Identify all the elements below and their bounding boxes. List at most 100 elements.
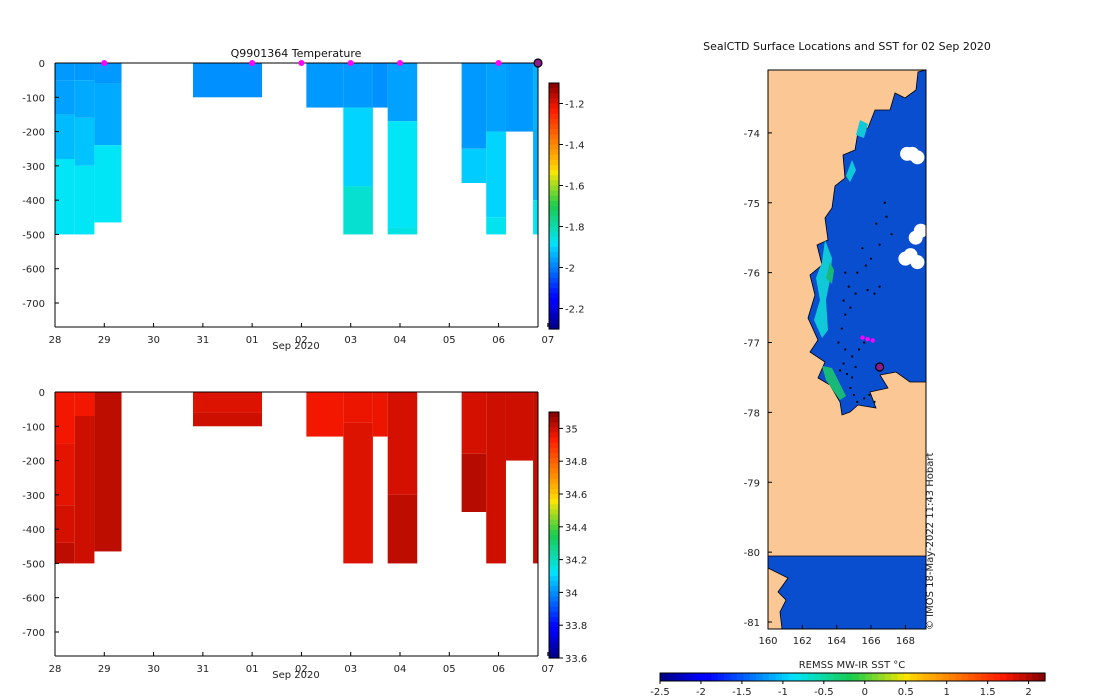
salinity-colorbar-frame — [548, 411, 560, 659]
salinity-colorbar-tick-label: 34.6 — [565, 490, 587, 501]
sst-colorbar-segment — [987, 673, 995, 681]
temperature-colorbar-segment — [549, 288, 559, 294]
map-lat-tick-label: -81 — [744, 618, 760, 629]
temperature-colorbar-segment — [549, 88, 559, 94]
track-point — [844, 348, 847, 351]
temperature-y-tick-label: 0 — [39, 59, 45, 70]
sst-colorbar-segment — [1025, 673, 1033, 681]
temperature-colorbar-segment — [549, 226, 559, 233]
salinity-y-tick-label: -300 — [22, 491, 45, 502]
temperature-colorbar-segment — [549, 262, 559, 269]
temperature-colorbar-segment — [549, 195, 559, 202]
temperature-colorbar-segment — [549, 165, 559, 171]
temperature-cell — [533, 63, 538, 201]
track-point — [854, 292, 857, 295]
salinity-colorbar-segment — [549, 555, 559, 562]
temperature-colorbar-segment — [549, 277, 559, 284]
temperature-colorbar: -1.2 -1.4 -1.6 -1.8 -2 -2.2 — [548, 82, 585, 330]
temperature-profile-marker — [101, 60, 108, 66]
southern-ocean-strip — [768, 555, 926, 629]
salinity-colorbar-segment — [549, 412, 559, 418]
sst-colorbar-segment — [916, 673, 924, 681]
temperature-colorbar-segment — [549, 252, 559, 258]
track-point — [868, 393, 871, 397]
salinity-y-tick-label: -700 — [22, 628, 45, 639]
track-point — [842, 299, 845, 302]
salinity-cell — [55, 392, 75, 444]
map-watermark: © IMOS 18-May-2022 11:43 Hobart — [925, 453, 936, 630]
temperature-x-tick-label: 28 — [49, 335, 62, 346]
temperature-cell — [94, 83, 122, 146]
salinity-colorbar-segment — [549, 422, 559, 428]
temperature-colorbar-segment — [549, 206, 559, 212]
sst-colorbar-segment — [769, 673, 777, 681]
sst-colorbar-tick-label: -1.5 — [732, 687, 752, 698]
sst-colorbar-segment — [660, 673, 668, 681]
salinity-colorbar-segment — [549, 632, 559, 639]
salinity-cell — [461, 453, 487, 512]
sst-colorbar-segment — [910, 673, 918, 681]
temperature-colorbar-segment — [549, 231, 559, 238]
temperature-colorbar-segment — [549, 190, 559, 197]
sst-colorbar-segment — [685, 673, 693, 681]
salinity-colorbar-segment — [549, 540, 559, 546]
salinity-colorbar-segment — [549, 519, 559, 526]
map-lat-tick-label: -79 — [744, 478, 760, 489]
sst-colorbar-segment — [801, 673, 809, 681]
sst-colorbar-segment — [968, 673, 976, 681]
sst-colorbar-segment — [846, 673, 854, 681]
track-point — [845, 372, 849, 376]
salinity-colorbar-segment — [549, 550, 559, 557]
temperature-cell — [74, 63, 95, 81]
salinity-colorbar-segment — [549, 591, 559, 598]
temperature-x-tick-label: 30 — [147, 335, 160, 346]
salinity-colorbar-segment — [549, 570, 559, 577]
track-point — [878, 285, 881, 288]
salinity-x-tick-label: 28 — [49, 664, 62, 675]
temperature-profile-marker — [495, 60, 502, 66]
salinity-colorbar-segment — [549, 581, 559, 587]
map-lon-tick-label: 166 — [861, 636, 880, 647]
temperature-x-tick-label: 07 — [541, 335, 554, 346]
track-point — [839, 369, 842, 372]
temperature-colorbar-segment — [549, 154, 559, 161]
salinity-colorbar-segment — [549, 499, 559, 505]
temperature-colorbar-segment — [549, 247, 559, 253]
salinity-colorbar-tick-label: 33.8 — [565, 621, 587, 632]
temperature-colorbar-segment — [549, 118, 559, 125]
salinity-colorbar-segment — [549, 642, 559, 649]
temperature-y-tick-label: -300 — [22, 162, 45, 173]
track-point — [869, 257, 873, 260]
sst-colorbar-segment — [865, 673, 873, 681]
salinity-colorbar-segment — [549, 463, 559, 469]
salinity-colorbar-segment — [549, 504, 559, 510]
temperature-colorbar-segment — [549, 124, 559, 130]
salinity-cell — [193, 392, 262, 413]
temperature-title: Q9901364 Temperature — [231, 47, 362, 60]
temperature-x-tick-label: 05 — [443, 335, 456, 346]
track-point — [873, 400, 876, 404]
temperature-x-tick-label: 31 — [196, 335, 209, 346]
temperature-cell — [94, 145, 122, 223]
salinity-cell — [372, 392, 388, 437]
temperature-colorbar-segment — [549, 282, 559, 289]
track-point — [844, 271, 847, 274]
salinity-colorbar-segment — [549, 601, 559, 608]
sst-colorbar-tick-label: -1 — [778, 687, 788, 698]
salinity-y-tick-label: -200 — [22, 457, 45, 468]
sst-colorbar-segment — [923, 673, 931, 681]
temperature-cell — [387, 63, 418, 122]
temperature-cell — [343, 186, 373, 235]
temperature-colorbar-tick-label: -1.4 — [565, 141, 585, 152]
sst-colorbar-tick-label: -2 — [696, 687, 706, 698]
track-point — [851, 355, 854, 358]
track-point — [849, 306, 852, 309]
sst-colorbar-segment — [807, 673, 815, 681]
salinity-colorbar-segment — [549, 606, 559, 613]
temperature-colorbar-segment — [549, 293, 559, 299]
sst-colorbar-segment — [743, 673, 751, 681]
salinity-colorbar-segment — [549, 611, 559, 618]
temperature-x-tick-label: 04 — [394, 335, 407, 346]
salinity-cell — [387, 494, 418, 564]
sst-colorbar-segment — [826, 673, 834, 681]
